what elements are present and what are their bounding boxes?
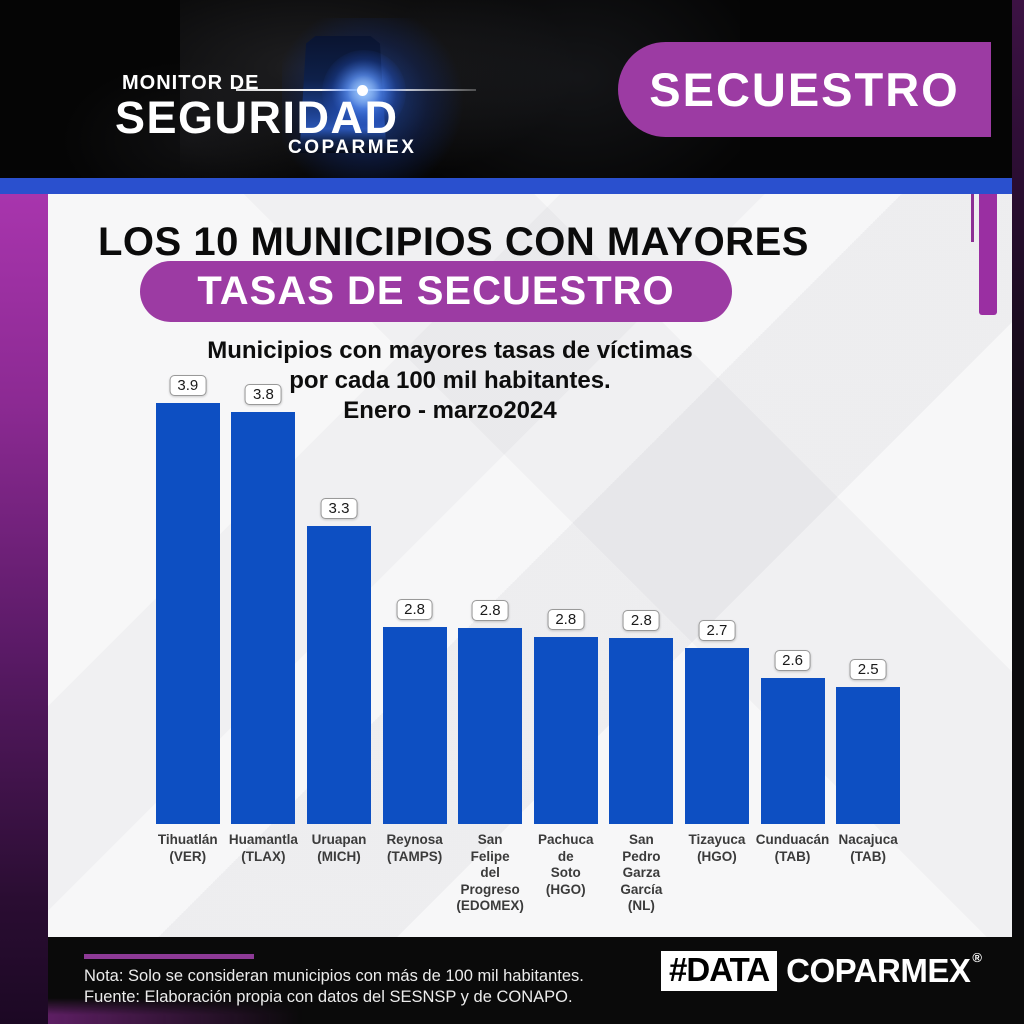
bar-chart: 3.9 Tihuatlán (VER) 3.8 Huamantla (TLAX) 3.3 Ur… [150,375,906,915]
bar [760,678,825,824]
bar-value-label: 2.8 [471,600,509,621]
bar-column: 3.3 Uruapan (MICH) [301,388,377,915]
chart-subtitle-line1: Municipios con mayores tasas de víctimas [207,337,693,364]
bar-column: 2.8 San Felipe del Progreso (EDOMEX) [452,388,528,915]
bar-value-label: 2.8 [396,599,434,620]
bar-column: 3.9 Tihuatlán (VER) [150,375,226,915]
bar [836,687,901,824]
bar-category-label: Pachuca de Soto (HGO) [538,832,594,897]
bar-category-label: San Pedro Garza García (NL) [620,832,663,913]
police-siren-base [293,142,393,153]
source-text: Fuente: Elaboración propia con datos del… [84,988,573,1006]
chart-subtitle-line2: por cada 100 mil habitantes. [289,367,611,394]
header: MONITOR DE SEGURIDAD COPARMEX SECUESTRO [0,0,1024,178]
purple-tab-line [971,194,974,242]
chart-subtitle-line3: Enero - marzo2024 [343,397,557,424]
bar-value-label: 2.8 [622,610,660,631]
note-text: Nota: Solo se consideran municipios con … [84,967,584,985]
bar-value-label: 3.3 [320,498,358,519]
bar-column: 2.8 Pachuca de Soto (HGO) [528,388,604,915]
title-highlight-badge: TASAS DE SECUESTRO [140,261,732,322]
footer: Nota: Solo se consideran municipios con … [48,937,1024,1024]
bar-category-label: San Felipe del Progreso (EDOMEX) [456,832,524,913]
bar-value-label: 2.5 [849,659,887,680]
bar-category-label: Nacajuca (TAB) [838,832,898,864]
brand-monitor-de: MONITOR DE [122,72,260,94]
secuestro-badge: SECUESTRO [618,42,991,137]
bar [458,628,523,824]
page-title: LOS 10 MUNICIPIOS CON MAYORES [98,220,809,264]
bar-value-label: 2.8 [547,609,585,630]
bar-column: 2.8 San Pedro Garza García (NL) [604,388,680,915]
bar-column: 2.7 Tizayuca (HGO) [679,388,755,915]
brand-seguridad: SEGURIDAD [115,92,399,143]
bar-category-label: Tizayuca (HGO) [688,832,746,864]
registered-mark-icon: ® [972,950,982,965]
bar-column: 2.6 Cunduacán (TAB) [755,388,831,915]
footer-purple-glow [48,998,348,1024]
logo-coparmex: COPARMEX [786,952,971,989]
brand-coparmex: COPARMEX [288,137,417,158]
bar-value-label: 3.8 [244,384,282,405]
bar-value-label: 3.9 [169,375,207,396]
bar-value-label: 2.7 [698,620,736,641]
logo-hashdata: #DATA [661,951,778,991]
chart-subtitle: Municipios con mayores tasas de víctimas… [120,336,780,426]
blue-stripe [0,178,1024,194]
smoke-decoration [60,60,320,178]
accent-line [84,954,254,959]
bar [609,638,674,824]
bar [684,648,749,824]
bar [231,412,296,824]
bar [533,637,598,824]
bar [155,403,220,824]
data-coparmex-logo: #DATA COPARMEX ® [661,951,982,991]
bar-category-label: Cunduacán (TAB) [755,832,830,864]
bar [382,627,447,824]
bar-column: 2.5 Nacajuca (TAB) [830,388,906,915]
bar-value-label: 2.6 [774,650,811,671]
bar-category-label: Reynosa (TAMPS) [386,832,443,864]
right-edge-strip [1012,0,1024,1024]
bar-column: 2.8 Reynosa (TAMPS) [377,388,453,915]
bar-column: 3.8 Huamantla (TLAX) [226,384,302,915]
note-block: Nota: Solo se consideran municipios con … [84,966,584,1008]
left-gradient-strip [0,194,48,1024]
purple-tab-decoration [979,194,997,315]
bar-category-label: Uruapan (MICH) [311,832,367,864]
bar [306,526,371,824]
lens-flare-core [357,85,368,96]
bar-category-label: Huamantla (TLAX) [228,832,298,864]
bar-category-label: Tihuatlán (VER) [157,832,218,864]
